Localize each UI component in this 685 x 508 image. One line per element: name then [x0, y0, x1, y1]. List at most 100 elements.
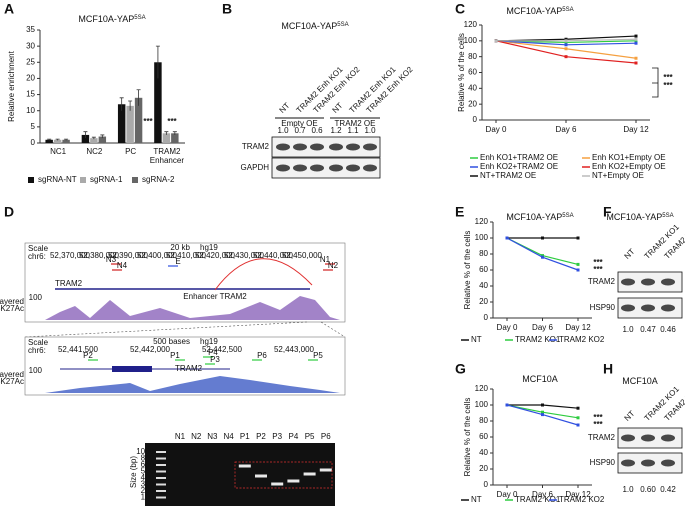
y-axis-label: Relative % of the cells: [463, 231, 472, 310]
x-tick-label-text: NC1: [50, 147, 67, 156]
position-label: 52,440,000: [253, 251, 294, 260]
y-tick-label: 0: [484, 480, 489, 489]
error-bar: [64, 138, 69, 141]
gel-lane-label: P4: [289, 432, 299, 441]
blot-band: [310, 164, 324, 172]
gene-label: TRAM2: [55, 279, 83, 288]
title-text: MCF10A-YAP: [281, 21, 337, 31]
blot-band: [661, 459, 675, 467]
primer-label: P1: [170, 351, 180, 360]
marker: [541, 255, 544, 259]
gene-label: TRAM2: [175, 364, 203, 373]
blot-band: [363, 164, 377, 172]
track-max: 100: [29, 366, 43, 375]
legend-label: NT: [471, 495, 482, 504]
x-tick-label-text: PC: [125, 147, 137, 156]
primer-label: N3: [106, 255, 117, 264]
title-text: MCF10A: [522, 374, 558, 384]
title-superscript: 5SA: [562, 7, 573, 13]
marker: [541, 254, 544, 258]
marker: [634, 61, 638, 65]
x-tick-label: Day 12: [623, 125, 649, 134]
position-label: 52,442,000: [130, 345, 171, 354]
annotation: ***: [593, 265, 603, 274]
ladder-label: 1000: [136, 447, 154, 456]
error-bar: [83, 131, 88, 139]
marker: [564, 43, 568, 47]
gel-lane-label: N4: [223, 432, 234, 441]
legend-label: sgRNA-NT: [38, 175, 77, 184]
primer-label: P5: [313, 351, 323, 360]
blot-box: [271, 136, 381, 158]
h3k27ac-track: [45, 376, 340, 393]
quantification: 1.0: [364, 126, 376, 135]
error-bar: [136, 89, 141, 106]
y-tick-label: 80: [479, 249, 488, 258]
blot-band: [641, 304, 655, 312]
x-tick-label: Day 6: [532, 323, 553, 332]
marker: [564, 47, 568, 51]
legend-label: Enh KO2+Empty OE: [592, 162, 666, 171]
x-tick-label: Day 12: [565, 323, 591, 332]
y-tick-label: 60: [468, 68, 477, 77]
y-tick-label: 20: [26, 74, 35, 83]
error-bar: [128, 100, 133, 111]
ladder-label: 500: [141, 467, 155, 476]
bar: [171, 133, 179, 143]
position-label: 52,370,000: [50, 251, 91, 260]
primer-label: N4: [117, 261, 128, 270]
legend-label: sgRNA-2: [142, 175, 175, 184]
group-label: TRAM2 OE: [335, 119, 376, 128]
legend-label: sgRNA-1: [90, 175, 123, 184]
marker: [564, 39, 568, 43]
marker: [564, 40, 568, 44]
position-label: 52,450,000: [282, 251, 323, 260]
x-tick-label: Day 0: [497, 323, 518, 332]
primer-label: P3: [210, 355, 220, 364]
bar: [98, 136, 107, 143]
x-tick-label: Day 6: [556, 125, 577, 134]
primer-label: N1: [320, 255, 331, 264]
blot-band: [276, 164, 290, 172]
marker: [541, 236, 544, 240]
y-tick-label: 0: [31, 138, 36, 147]
x-tick-label-text: TRAM2 Enhancer: [149, 147, 184, 165]
ladder-band: [156, 496, 166, 499]
primer-label: P2: [83, 351, 93, 360]
panel-letter: F: [603, 204, 612, 220]
ladder-band: [156, 470, 166, 473]
legend-label: Enh KO2+TRAM2 OE: [480, 162, 558, 171]
ladder-band: [156, 490, 166, 492]
y-axis-label: Relative % of the cells: [457, 33, 466, 112]
y-tick-label: 30: [26, 41, 35, 50]
ladder-label: 650: [141, 460, 155, 469]
marker: [494, 39, 498, 43]
primer-label: P4: [208, 348, 218, 357]
ladder-band: [156, 451, 166, 453]
blot-band: [329, 164, 343, 172]
y-tick-label: 120: [475, 384, 489, 393]
error-bar: [119, 97, 124, 111]
annotation: ***: [593, 258, 603, 267]
genome-build: hg19: [200, 337, 218, 346]
blot-band: [661, 278, 675, 286]
blot-band: [661, 304, 675, 312]
gel-lane-label: N1: [175, 432, 186, 441]
y-tick-label: 25: [26, 57, 35, 66]
row-label: TRAM2: [588, 277, 616, 286]
position-label: 52,441,500: [58, 345, 99, 354]
annotation: ***: [167, 117, 177, 126]
bar: [45, 139, 53, 143]
marker: [576, 262, 580, 266]
scale-label: Scale: [28, 244, 49, 253]
bar: [81, 134, 90, 143]
ladder-label: 200: [141, 486, 155, 495]
marker: [576, 268, 580, 272]
gel: [145, 443, 335, 506]
panel-title: MCF10A-YAP5SA: [281, 21, 348, 31]
legend-swatch: [80, 177, 86, 183]
panel-letter: D: [4, 204, 14, 220]
y-tick-label: 35: [26, 25, 35, 34]
title-superscript: 5SA: [662, 213, 673, 219]
marker: [576, 236, 580, 240]
